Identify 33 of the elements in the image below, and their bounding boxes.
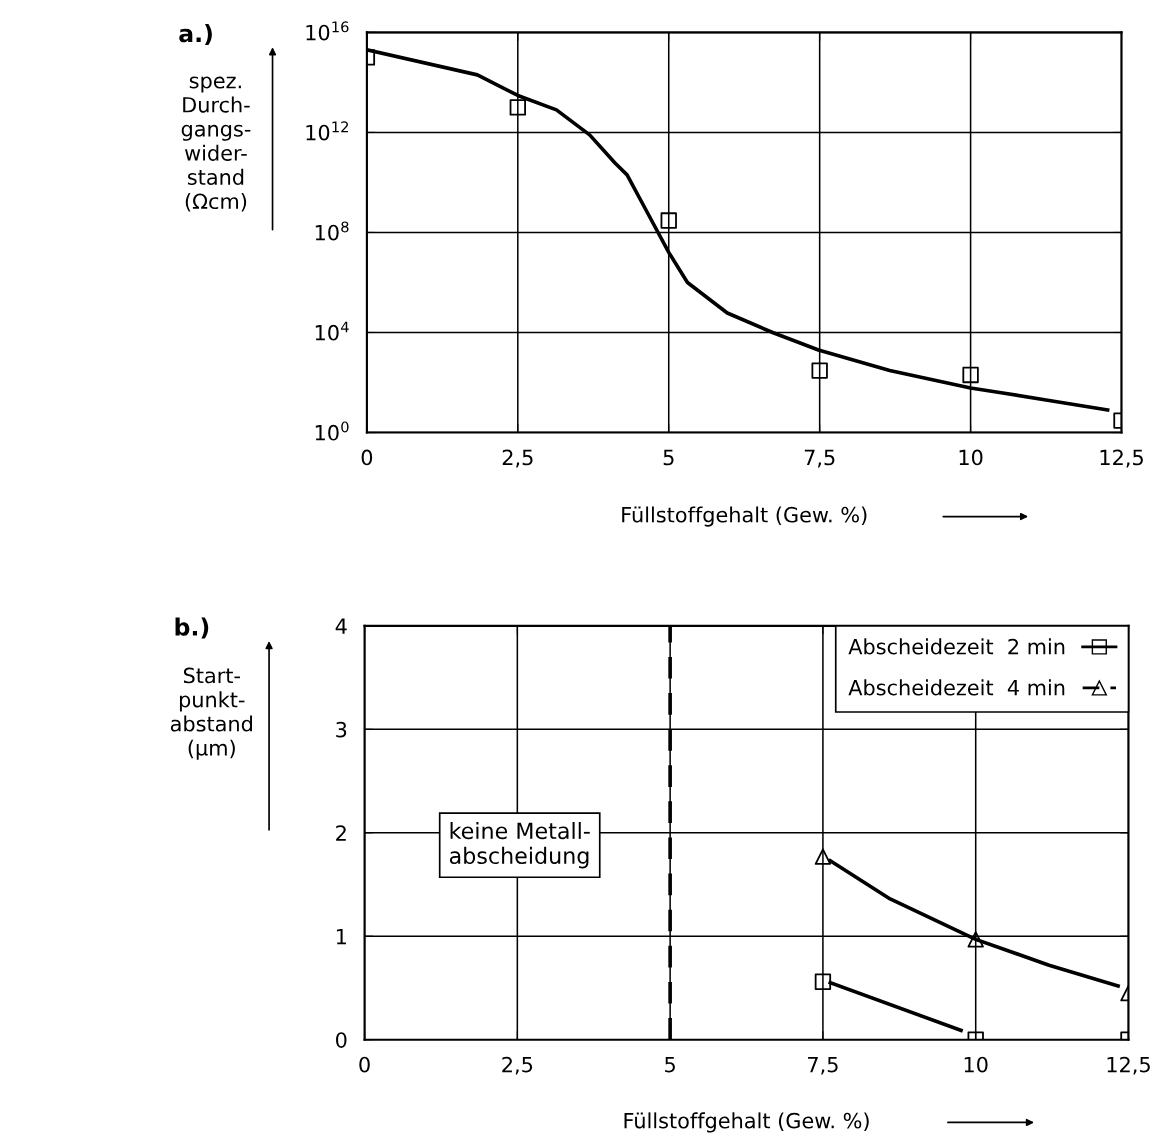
y-tick-label: 4	[335, 618, 347, 634]
y-axis-title: Start- punkt- abstand (µm)	[170, 667, 252, 760]
x-tick-label: 12,5	[1100, 449, 1143, 468]
x-axis-title: Füllstoffgehalt (Gew. %)	[622, 506, 867, 527]
x-tick-label: 10	[959, 449, 983, 466]
x-tick-label: 0	[359, 1056, 370, 1073]
chart-title: a.)	[179, 24, 212, 46]
x-tick-label: 5	[663, 449, 674, 466]
y-tick-label: 10$^{4}$	[315, 321, 349, 341]
point	[660, 212, 677, 229]
legend-label: Abscheidezeit 4 min	[848, 679, 1065, 696]
y-tick-label: 1	[336, 928, 346, 945]
x-tick-label: 2,5	[502, 449, 533, 468]
annotation: keine Metall- abscheidung	[449, 821, 590, 869]
y-tick-label: 10$^{12}$	[306, 121, 348, 141]
x-tick-label: 7,5	[808, 1056, 838, 1075]
x-tick-label: 2,5	[502, 1056, 533, 1075]
y-tick-label: 10$^{0}$	[315, 421, 349, 441]
y-tick-label: 3	[336, 721, 347, 738]
x-tick-label: 7,5	[804, 449, 835, 468]
x-tick-label: 10	[964, 1056, 988, 1073]
x-tick-label: 0	[361, 449, 373, 466]
x-tick-label: 5	[665, 1056, 675, 1073]
x-axis-title: Füllstoffgehalt (Gew. %)	[624, 1112, 869, 1133]
y-tick-label: 2	[336, 825, 346, 841]
legend-label: Abscheidezeit 2 min	[848, 638, 1065, 655]
y-tick-label: 0	[336, 1032, 347, 1048]
y-tick-label: 10$^{8}$	[315, 221, 349, 241]
chart-title: b.)	[175, 617, 209, 639]
y-tick-label: 10$^{16}$	[306, 21, 349, 41]
y-axis-title: spez. Durch- gangs- wider- stand (Ωcm)	[181, 76, 251, 212]
point	[811, 362, 828, 379]
x-tick-label: 12,5	[1107, 1056, 1150, 1075]
